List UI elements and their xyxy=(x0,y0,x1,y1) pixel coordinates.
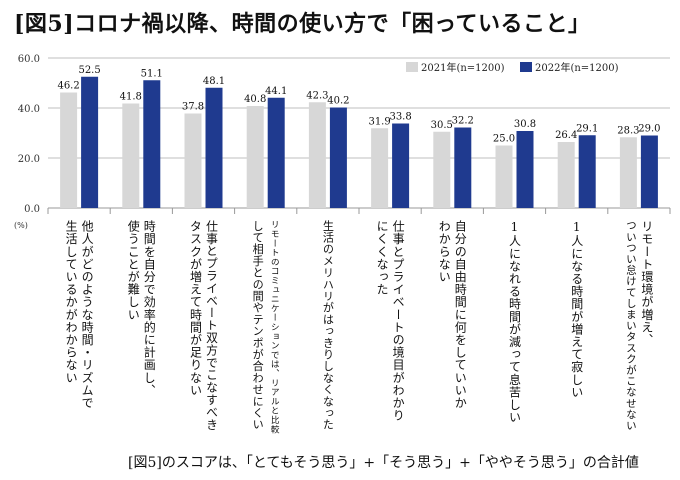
bar-2021 xyxy=(308,102,326,208)
data-label: 26.4 xyxy=(555,130,577,141)
x-category-label: タスクが増えて時間が足りない xyxy=(189,220,203,397)
data-label: 30.5 xyxy=(431,120,453,131)
x-category-label: 1人になる時間が増えて寂しい xyxy=(570,220,584,398)
x-category-label: 生活しているかがわからない xyxy=(64,220,78,384)
x-category-label: わからない xyxy=(437,220,451,283)
data-label: 32.2 xyxy=(452,116,474,127)
x-category-label: 1人になれる時間が減って息苦しい xyxy=(508,220,522,424)
bar-2021 xyxy=(433,131,451,208)
x-category-label: 仕事とプライベート双方でこなすべき xyxy=(205,220,219,431)
data-label: 48.1 xyxy=(203,76,225,87)
bar-2022 xyxy=(392,123,410,208)
y-tick-label: 20.0 xyxy=(18,154,40,165)
unit-label: (%) xyxy=(14,221,28,230)
bar-2022 xyxy=(267,97,285,208)
legend-swatch xyxy=(406,62,418,72)
x-category-label: にくくなった xyxy=(375,220,389,296)
x-category-label: して相手との間やテンポが合わせにくい xyxy=(251,220,264,431)
y-tick-label: 0.0 xyxy=(24,204,40,215)
bar-2021 xyxy=(122,103,140,208)
data-label: 29.1 xyxy=(576,123,598,134)
footnote: [図5]のスコアは、「とてもそう思う」+「そう思う」+「ややそう思う」の合計値 xyxy=(128,455,639,471)
bar-2021 xyxy=(495,145,513,208)
data-label: 30.8 xyxy=(514,119,536,130)
data-label: 31.9 xyxy=(368,116,390,127)
data-label: 33.8 xyxy=(389,112,411,123)
bar-2022 xyxy=(578,135,596,208)
data-label: 40.8 xyxy=(244,94,266,105)
data-label: 51.1 xyxy=(141,68,163,79)
bar-2021 xyxy=(184,113,202,208)
bar-2021 xyxy=(557,142,575,208)
x-category-label: 自分の自由時間に何をしていいか xyxy=(453,220,467,409)
x-category-label: 他人がどのような時間・リズムで xyxy=(80,220,94,409)
data-label: 44.1 xyxy=(265,86,287,97)
y-tick-label: 40.0 xyxy=(18,104,40,115)
bar-2021 xyxy=(371,128,389,208)
x-category-label: ついつい怠けてしまいタスクがこなせない xyxy=(625,220,637,431)
y-tick-label: 60.0 xyxy=(18,54,40,65)
bar-2022 xyxy=(81,76,99,208)
data-label: 42.3 xyxy=(306,90,328,101)
bar-2022 xyxy=(454,127,472,208)
bar-2022 xyxy=(640,135,658,208)
bar-2022 xyxy=(143,80,161,208)
bar-2021 xyxy=(246,106,264,208)
x-category-label: 仕事とプライベートの境目がわかり xyxy=(391,220,405,422)
legend-label: 2021年(n=1200) xyxy=(421,61,505,74)
data-label: 52.5 xyxy=(78,65,100,76)
x-category-label: 時間を自分で効率的に計画し、 xyxy=(142,220,156,397)
bar-2021 xyxy=(619,137,637,208)
bar-2021 xyxy=(60,92,78,208)
x-category-label: リモート環境が増え、 xyxy=(640,220,654,346)
data-label: 29.0 xyxy=(638,124,660,135)
data-label: 46.2 xyxy=(57,81,79,92)
data-label: 41.8 xyxy=(120,92,142,103)
x-category-label: リモートのコミュニケーションでは、リアルと比較 xyxy=(269,220,279,434)
bar-2022 xyxy=(205,87,223,208)
data-label: 37.8 xyxy=(182,102,204,113)
data-label: 40.2 xyxy=(327,96,349,107)
data-label: 28.3 xyxy=(617,125,639,136)
bar-2022 xyxy=(516,131,534,208)
data-label: 25.0 xyxy=(493,134,515,145)
legend-swatch xyxy=(520,62,532,72)
bar-2022 xyxy=(329,107,347,208)
x-category-label: 生活のメリハリがはっきりしなくなった xyxy=(321,219,334,431)
chart-title: [図5]コロナ禍以降、時間の使い方で「困っていること」 xyxy=(14,11,591,37)
x-category-label: 使うことが難しい xyxy=(126,219,140,321)
legend-label: 2022年(n=1200) xyxy=(535,61,619,74)
